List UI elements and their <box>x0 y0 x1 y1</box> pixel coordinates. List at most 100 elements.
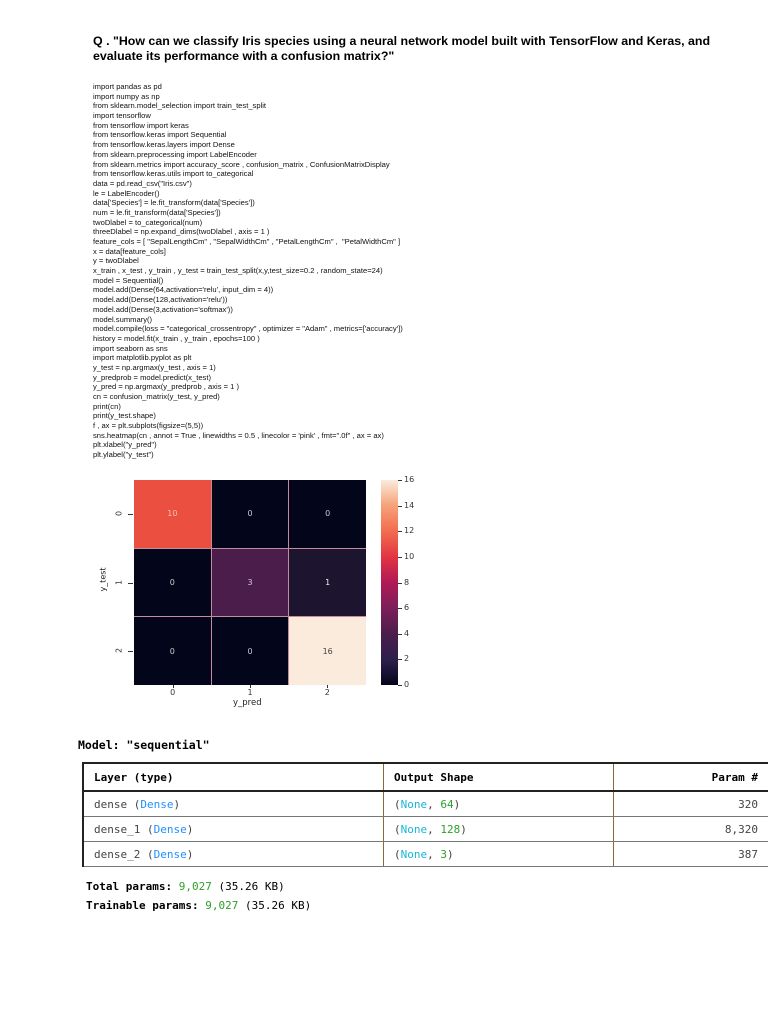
code-line: x_train , x_test , y_train , y_test = tr… <box>93 266 383 276</box>
code-line: model.compile(loss = "categorical_crosse… <box>93 324 403 334</box>
colorbar-tick-label: 14 <box>404 500 415 510</box>
code-line: le = LabelEncoder() <box>93 188 160 198</box>
colorbar-tick-label: 0 <box>404 680 410 689</box>
x-tick-mark <box>327 685 329 688</box>
code-line: cn = confusion_matrix(y_test, y_pred) <box>93 392 220 401</box>
code-line: data['Species'] = le.fit_transform(data[… <box>93 198 255 208</box>
code-line: from tensorflow.keras.utils import to_ca… <box>93 169 254 179</box>
colorbar-tick-label: 16 <box>404 475 415 484</box>
code-line: feature_cols = [ "SepalLengthCm" , "Sepa… <box>93 237 401 246</box>
y-tick-label: 0 <box>114 511 124 517</box>
code-line: from tensorflow.keras.layers import Dens… <box>93 140 235 150</box>
colorbar-tick-label: 10 <box>404 551 415 561</box>
heatmap-cell: 3 <box>211 548 289 617</box>
x-tick-label: 2 <box>324 688 330 697</box>
code-line: model.add(Dense(64,activation='relu', in… <box>93 285 274 295</box>
output-shape-cell: (None, 128) <box>383 816 614 842</box>
code-line: from sklearn.metrics import accuracy_sco… <box>93 159 390 169</box>
trainable-params: Trainable params: 9,027 (35.26 KB) <box>86 898 312 912</box>
output-shape-cell: (None, 3) <box>383 841 614 867</box>
colorbar-tick-mark <box>398 608 402 610</box>
y-tick-mark <box>128 650 133 652</box>
total-params: Total params: 9,027 (35.26 KB) <box>86 880 285 893</box>
colorbar-tick-mark <box>398 659 402 661</box>
code-line: print(cn) <box>93 401 121 411</box>
x-tick-label: 0 <box>170 688 176 697</box>
x-axis-label: y_pred <box>233 698 262 708</box>
y-tick-label: 2 <box>114 647 124 653</box>
heatmap-grid: 10 0 0 0 3 1 0 0 16 <box>134 480 366 685</box>
code-line: print(y_test.shape) <box>93 411 156 421</box>
colorbar-tick-mark <box>398 480 402 481</box>
code-line: import matplotlib.pyplot as plt <box>93 353 192 363</box>
heatmap-cell: 16 <box>289 617 366 685</box>
code-line: data = pd.read_csv("Iris.csv") <box>93 178 192 188</box>
code-line: y_predprob = model.predict(x_test) <box>93 372 211 382</box>
table-row: dense_2 (Dense) (None, 3) 387 <box>82 841 768 867</box>
code-line: model.summary() <box>93 314 153 324</box>
code-line: y = twoDlabel <box>93 256 139 266</box>
heatmap-cell: 1 <box>289 548 366 617</box>
param-count-cell: 387 <box>613 841 768 867</box>
heatmap-cell: 0 <box>134 548 211 617</box>
code-line: from sklearn.model_selection import trai… <box>93 101 267 111</box>
code-line: model.add(Dense(128,activation='relu')) <box>93 295 228 305</box>
layer-cell: dense (Dense) <box>82 791 384 817</box>
code-line: plt.ylabel("y_test") <box>93 450 154 460</box>
code-line: import seaborn as sns <box>93 343 168 353</box>
heatmap-cell: 0 <box>211 480 289 548</box>
output-shape-cell: (None, 64) <box>383 791 614 817</box>
y-tick-label: 1 <box>114 579 124 585</box>
table-header-row: Layer (type) Output Shape Param # <box>82 762 768 792</box>
y-tick-mark <box>128 514 133 516</box>
colorbar-tick-label: 2 <box>404 654 410 664</box>
colorbar-tick-label: 6 <box>404 603 410 613</box>
colorbar-tick-mark <box>398 582 402 584</box>
heatmap-cell: 10 <box>134 480 211 548</box>
code-line: history = model.fit(x_train , y_train , … <box>93 333 260 343</box>
heatmap-cell: 0 <box>289 480 366 548</box>
code-line: y_test = np.argmax(y_test , axis = 1) <box>93 362 216 372</box>
colorbar <box>381 480 398 685</box>
code-line: y_pred = np.argmax(y_predprob , axis = 1… <box>93 382 240 392</box>
code-line: sns.heatmap(cn , annot = True , linewidt… <box>93 430 384 440</box>
colorbar-tick-label: 12 <box>404 526 415 536</box>
param-count-cell: 8,320 <box>613 816 768 842</box>
code-line: plt.xlabel("y_pred") <box>93 440 157 450</box>
code-line: model.add(Dense(3,activation='softmax')) <box>93 304 233 314</box>
layer-cell: dense_1 (Dense) <box>82 816 384 842</box>
colorbar-tick-mark <box>398 505 402 507</box>
header-layer: Layer (type) <box>82 762 384 792</box>
table-row: dense (Dense) (None, 64) 320 <box>82 791 768 817</box>
x-tick-label: 1 <box>247 688 253 697</box>
code-line: num = le.fit_transform(data['Species']) <box>93 207 221 217</box>
code-line: import numpy as np <box>93 91 160 101</box>
table-row: dense_1 (Dense) (None, 128) 8,320 <box>82 816 768 842</box>
colorbar-tick-label: 8 <box>404 577 410 587</box>
param-totals: Total params: 9,027 (35.26 KB) Trainable… <box>86 878 311 915</box>
y-axis-label: y_test <box>98 567 108 592</box>
model-summary-table: Layer (type) Output Shape Param # dense … <box>82 762 768 867</box>
code-line: from tensorflow.keras import Sequential <box>93 130 227 140</box>
param-count-cell: 320 <box>613 791 768 817</box>
y-tick-mark <box>128 582 133 584</box>
header-params: Param # <box>613 762 768 792</box>
colorbar-tick-mark <box>398 633 402 635</box>
colorbar-tick-label: 4 <box>404 628 410 638</box>
code-line: from tensorflow import keras <box>93 120 189 130</box>
code-line: x = data[feature_cols] <box>93 246 166 256</box>
colorbar-tick-mark <box>398 556 402 558</box>
question-text: Q . "How can we classify Iris species us… <box>93 34 711 63</box>
colorbar-tick-mark <box>398 685 402 686</box>
layer-cell: dense_2 (Dense) <box>82 841 384 867</box>
x-tick-mark <box>250 685 251 688</box>
heatmap-cell: 0 <box>211 617 289 685</box>
model-title: Model: "sequential" <box>78 738 210 752</box>
code-line: f , ax = plt.subplots(figsize=(5,5)) <box>93 421 204 431</box>
header-output-shape: Output Shape <box>383 762 614 792</box>
heatmap-cell: 0 <box>134 617 211 685</box>
code-block: import pandas as pd import numpy as np fro… <box>93 82 403 460</box>
code-line: twoDlabel = to_categorical(num) <box>93 217 203 227</box>
colorbar-tick-mark <box>398 531 402 533</box>
